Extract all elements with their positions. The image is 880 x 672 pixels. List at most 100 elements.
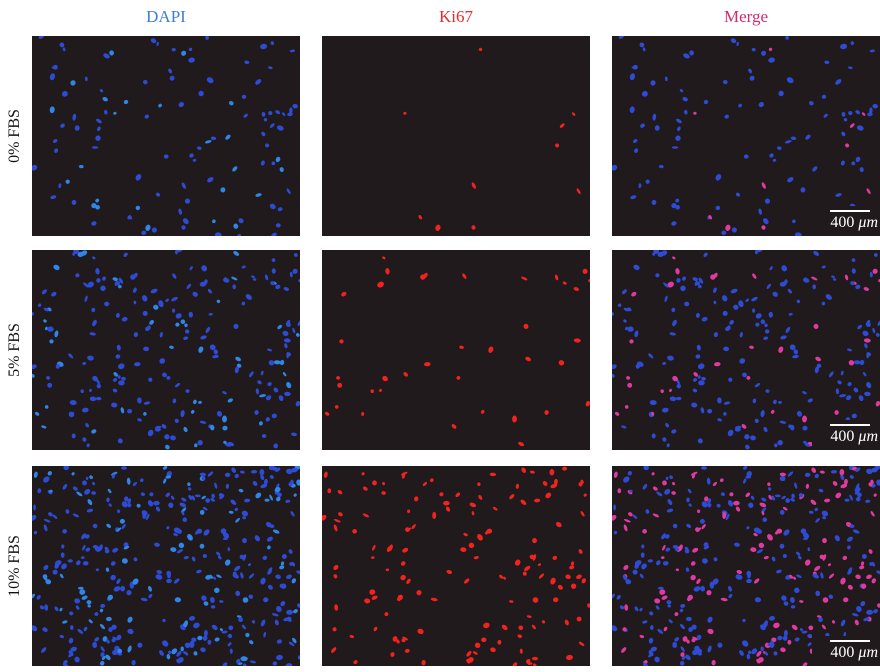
ki67-positive-nucleus [758, 657, 764, 663]
nucleus [645, 509, 650, 514]
nucleus [669, 396, 677, 402]
nucleus [791, 493, 795, 499]
nucleus [656, 491, 663, 497]
ki67-positive-nucleus [490, 647, 496, 653]
nucleus [790, 498, 795, 502]
nucleus [65, 179, 70, 184]
nucleus [713, 332, 719, 338]
nucleus [729, 320, 734, 325]
nucleus [52, 514, 58, 519]
nucleus [175, 313, 182, 319]
nucleus [700, 585, 706, 592]
ki67-positive-nucleus [671, 491, 676, 495]
nucleus [717, 397, 722, 404]
nucleus [781, 495, 786, 500]
ki67-positive-nucleus [687, 594, 694, 601]
ki67-positive-nucleus [44, 604, 49, 611]
nucleus [105, 654, 111, 661]
nucleus [675, 135, 681, 141]
nucleus [753, 527, 761, 533]
ki67-positive-nucleus [799, 600, 804, 603]
nucleus [251, 275, 255, 279]
nucleus [238, 617, 244, 623]
ki67-positive-nucleus [521, 467, 527, 473]
ki67-positive-nucleus [672, 481, 676, 486]
nucleus [77, 251, 84, 258]
nucleus [232, 166, 238, 172]
ki67-positive-nucleus [124, 496, 129, 502]
nucleus [188, 57, 195, 63]
ki67-positive-nucleus [324, 411, 330, 416]
nucleus [151, 227, 157, 233]
nucleus [164, 434, 170, 440]
ki67-positive-nucleus [46, 376, 51, 380]
nucleus [848, 111, 853, 116]
nucleus [91, 307, 96, 313]
nucleus [260, 619, 266, 627]
nucleus [54, 606, 59, 612]
nucleus [295, 333, 300, 337]
ki67-positive-nucleus [621, 647, 627, 653]
nucleus [679, 89, 684, 93]
ki67-positive-nucleus [509, 600, 514, 603]
ki67-positive-nucleus [110, 471, 118, 476]
nucleus [680, 623, 685, 630]
nucleus [166, 578, 172, 584]
nucleus [642, 662, 649, 666]
nucleus [657, 586, 664, 590]
ki67-positive-nucleus [725, 224, 731, 231]
nucleus [242, 516, 247, 520]
nucleus [291, 467, 298, 473]
nucleus [665, 476, 669, 481]
ki67-positive-nucleus [822, 538, 827, 544]
ki67-positive-nucleus [456, 375, 461, 380]
ki67-positive-nucleus [787, 639, 792, 645]
nucleus [777, 440, 783, 446]
nucleus [68, 652, 74, 658]
nucleus [118, 277, 124, 284]
nucleus [642, 620, 648, 624]
ki67-positive-nucleus [280, 583, 287, 589]
nucleus [285, 663, 293, 666]
ki67-positive-nucleus [242, 538, 247, 544]
nucleus [158, 103, 162, 108]
ki67-positive-nucleus [778, 346, 784, 353]
nucleus [674, 637, 680, 642]
ki67-positive-nucleus [566, 654, 573, 661]
nucleus [847, 569, 852, 575]
ki67-positive-nucleus [82, 544, 86, 551]
nucleus [189, 266, 193, 271]
nucleus [859, 167, 864, 173]
nucleus [661, 533, 667, 540]
nucleus [265, 417, 270, 422]
nucleus [761, 50, 767, 56]
nucleus [174, 418, 179, 424]
nucleus [68, 637, 74, 644]
nucleus [222, 277, 230, 283]
nucleus [100, 285, 106, 292]
nucleus [851, 161, 856, 166]
ki67-positive-nucleus [515, 483, 520, 489]
nucleus [205, 498, 211, 503]
nucleus [675, 205, 680, 210]
nucleus [123, 99, 129, 105]
nucleus [117, 648, 123, 654]
nucleus [155, 192, 161, 197]
nucleus [95, 205, 100, 210]
ki67-positive-nucleus [534, 498, 541, 503]
nucleus [782, 554, 787, 558]
ki67-positive-nucleus [531, 656, 539, 661]
ki67-positive-nucleus [361, 411, 365, 416]
nucleus [60, 123, 65, 128]
ki67-positive-nucleus [768, 494, 773, 500]
nucleus [642, 483, 648, 490]
nucleus [181, 497, 187, 502]
nucleus [869, 271, 873, 278]
ki67-positive-nucleus [578, 641, 585, 647]
nucleus [87, 355, 94, 361]
nucleus [654, 656, 660, 663]
nucleus [853, 387, 859, 393]
ki67-positive-nucleus [529, 554, 535, 560]
nucleus [281, 554, 287, 559]
nucleus [758, 102, 764, 108]
